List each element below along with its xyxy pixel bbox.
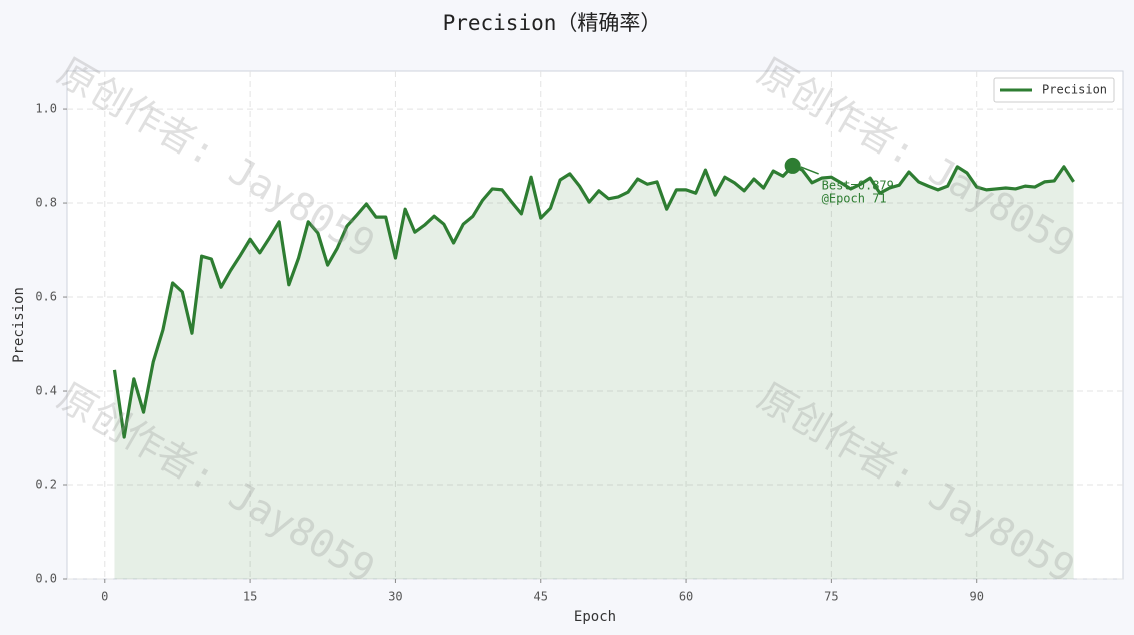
y-tick-label: 0.0 — [35, 572, 57, 586]
line — [112, 164, 1075, 439]
y-axis-label: Precision — [11, 287, 27, 363]
x-tick-label: 75 — [824, 590, 838, 604]
x-axis-label: Epoch — [574, 609, 616, 625]
plot-area — [66, 70, 1124, 580]
y-tick-label: 0.6 — [35, 290, 57, 304]
chart-title: Precision（精确率） — [443, 11, 662, 35]
legend-label: Precision — [1042, 83, 1107, 97]
annotation-text: @Epoch 71 — [822, 191, 887, 205]
legend: Precision — [993, 77, 1115, 103]
x-tick-label: 15 — [243, 590, 257, 604]
x-tick-label: 30 — [388, 590, 402, 604]
y-tick-label: 0.4 — [35, 384, 57, 398]
area — [114, 165, 1074, 579]
annotation-arrow — [800, 166, 819, 175]
x-tick-label: 45 — [534, 590, 548, 604]
x-tick-label: 0 — [101, 590, 108, 604]
y-tick-label: 0.8 — [35, 196, 57, 210]
legend-box — [993, 77, 1115, 103]
annotation-text: Best=0.879 — [822, 178, 894, 192]
y-tick-label: 1.0 — [35, 102, 57, 116]
x-tick-label: 60 — [679, 590, 693, 604]
y-tick-label: 0.2 — [35, 478, 57, 492]
x-tick-label: 90 — [969, 590, 983, 604]
best-marker — [784, 157, 801, 174]
